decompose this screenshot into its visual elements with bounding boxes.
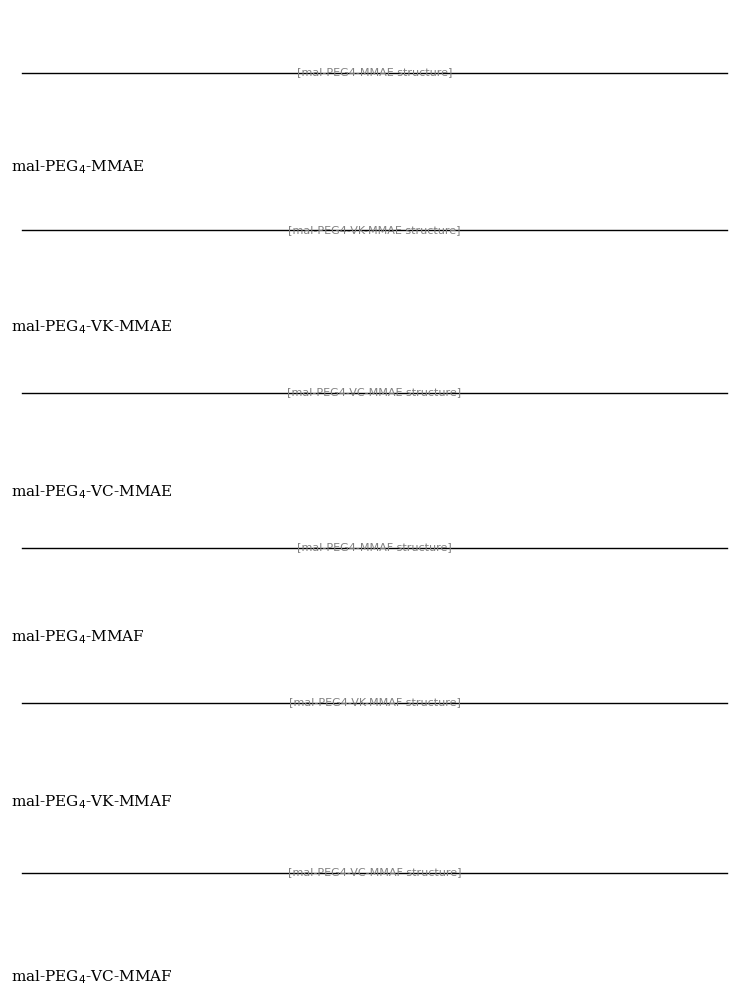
Text: [mal-PEG4-VK-MMAF structure]: [mal-PEG4-VK-MMAF structure] <box>288 698 461 708</box>
Text: [mal-PEG4-VK-MMAE structure]: [mal-PEG4-VK-MMAE structure] <box>288 225 461 235</box>
Text: [mal-PEG4-VC-MMAF structure]: [mal-PEG4-VC-MMAF structure] <box>288 867 461 878</box>
Text: mal-PEG$_4$-MMAE: mal-PEG$_4$-MMAE <box>11 159 145 176</box>
Text: mal-PEG$_4$-VC-MMAE: mal-PEG$_4$-VC-MMAE <box>11 484 173 501</box>
Text: mal-PEG$_4$-VK-MMAF: mal-PEG$_4$-VK-MMAF <box>11 794 172 811</box>
Text: [mal-PEG4-MMAE structure]: [mal-PEG4-MMAE structure] <box>297 68 452 78</box>
Text: mal-PEG$_4$-MMAF: mal-PEG$_4$-MMAF <box>11 629 145 646</box>
Text: [mal-PEG4-VC-MMAE structure]: [mal-PEG4-VC-MMAE structure] <box>288 387 461 397</box>
Text: mal-PEG$_4$-VC-MMAF: mal-PEG$_4$-VC-MMAF <box>11 969 173 986</box>
Text: mal-PEG$_4$-VK-MMAE: mal-PEG$_4$-VK-MMAE <box>11 319 172 336</box>
Text: [mal-PEG4-MMAF structure]: [mal-PEG4-MMAF structure] <box>297 542 452 552</box>
